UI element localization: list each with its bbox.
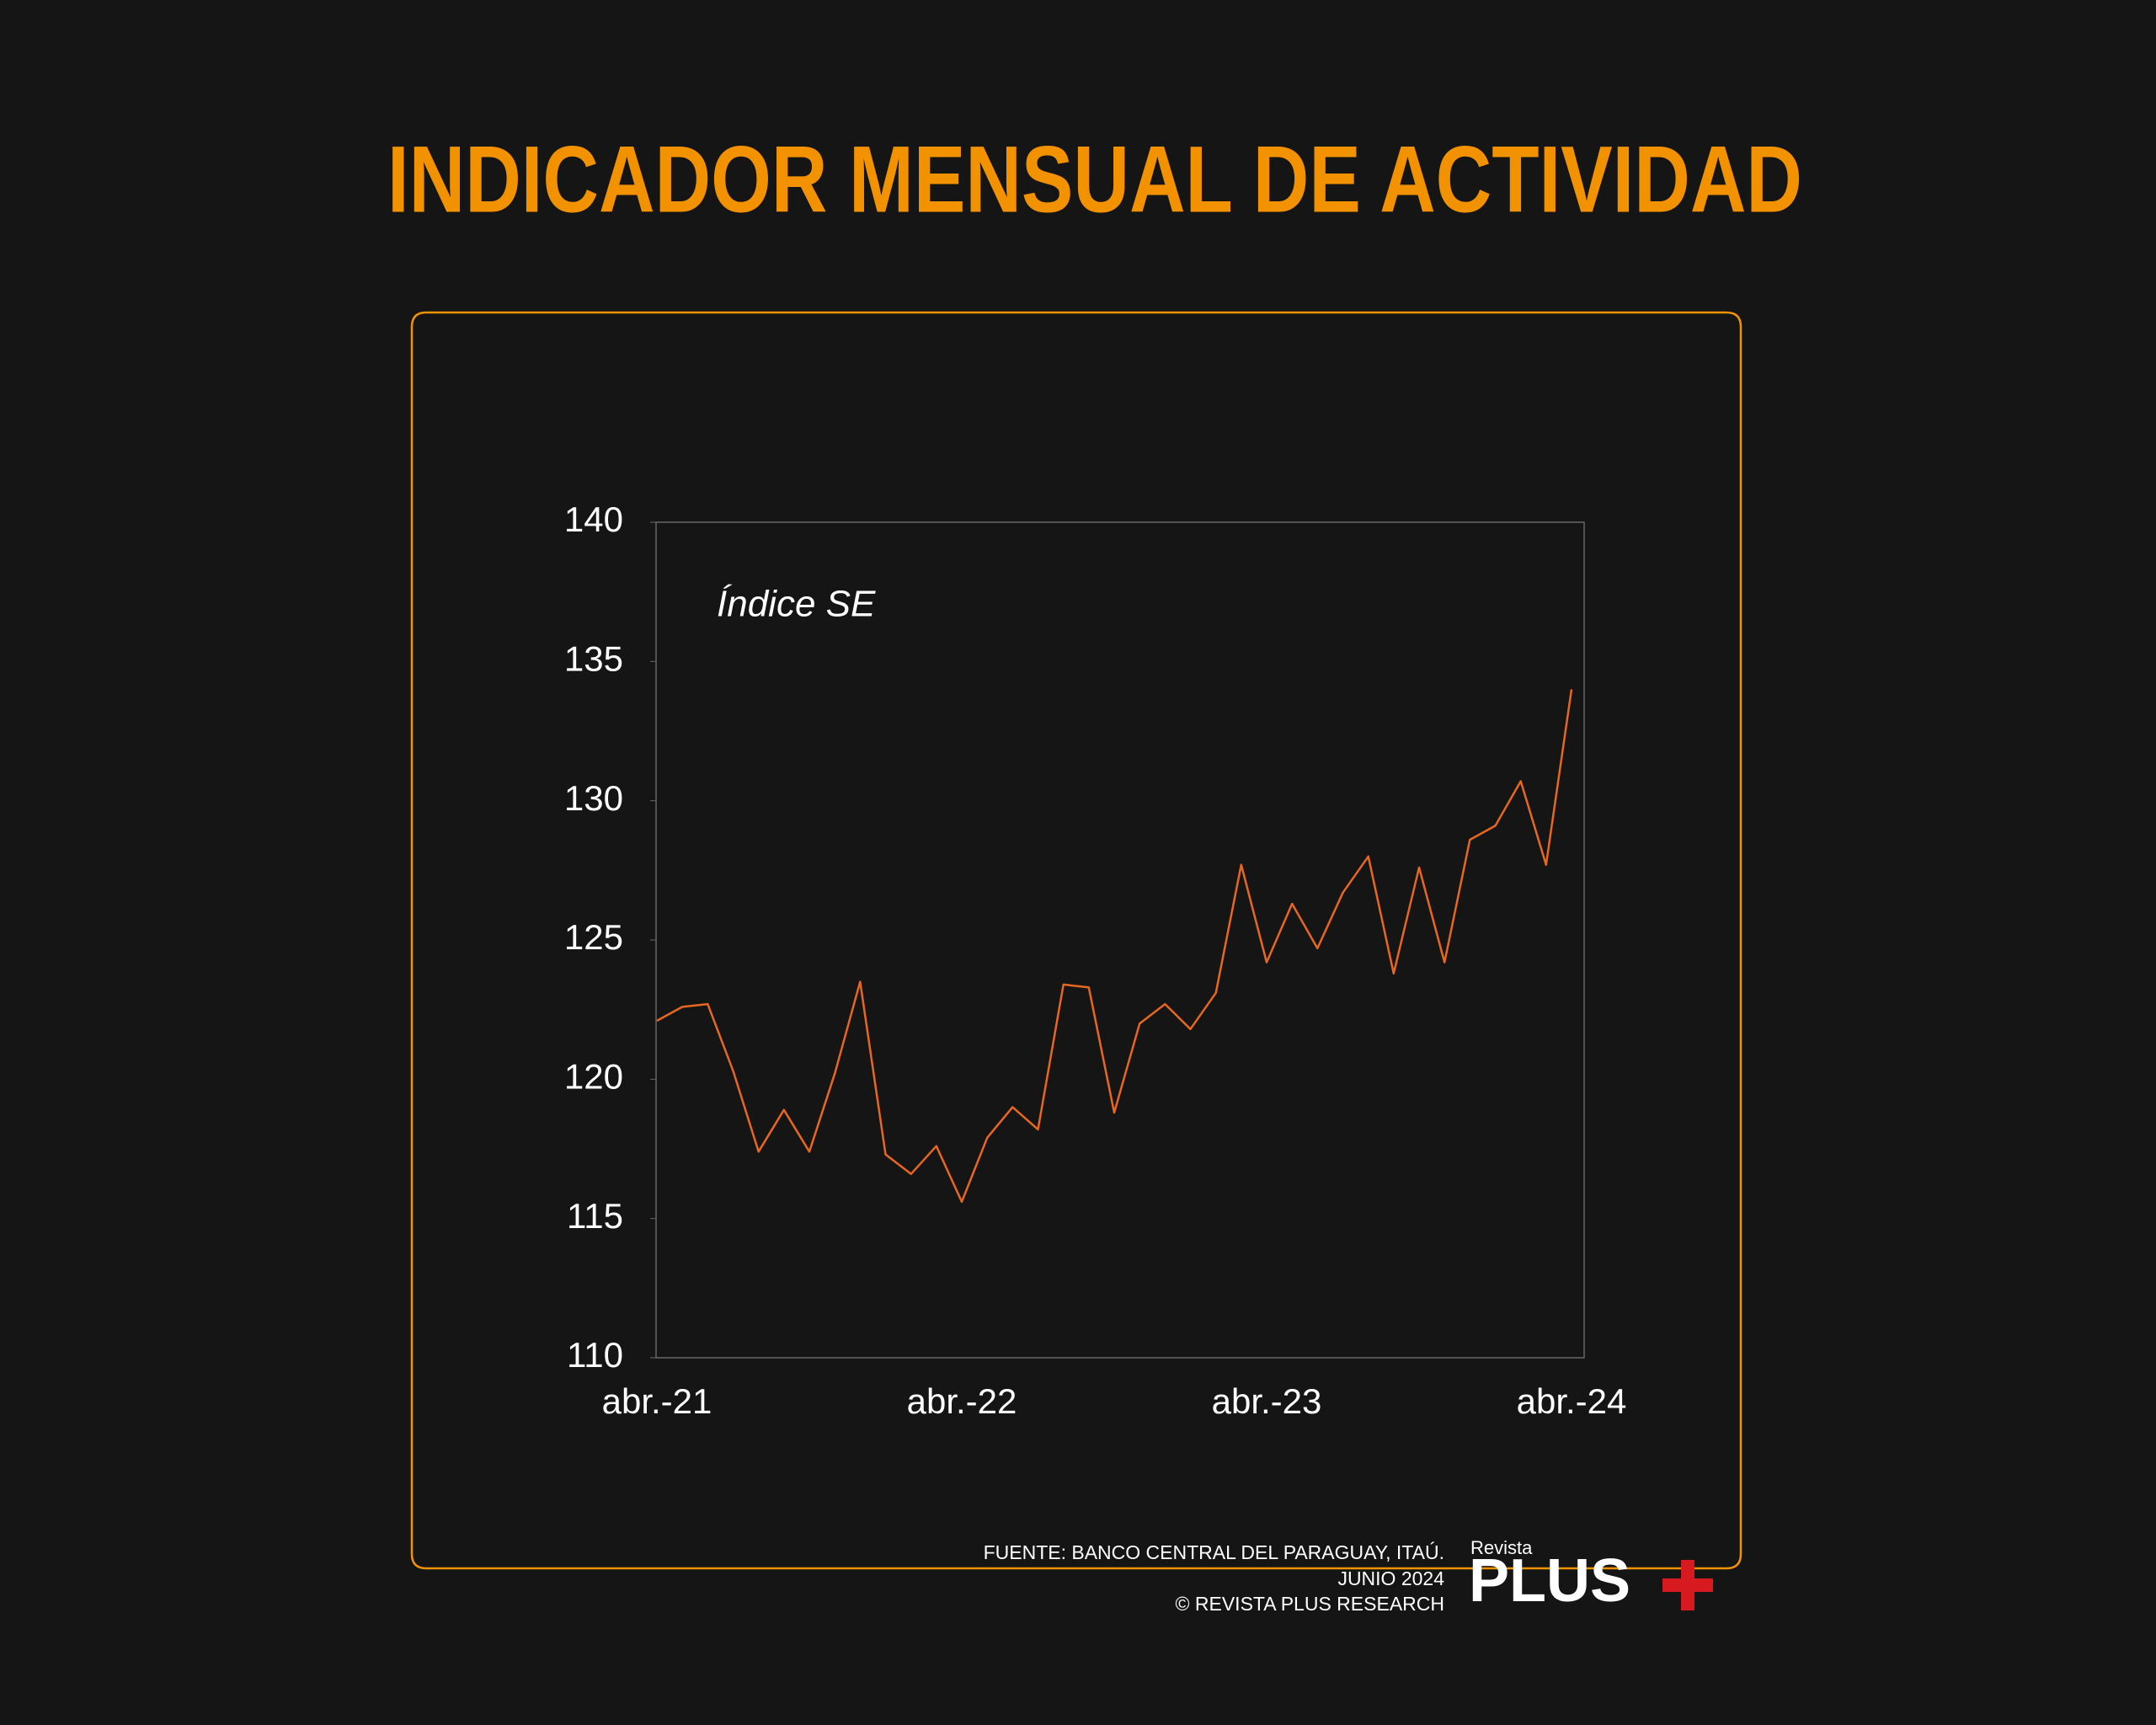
x-tick-label: abr.-22 <box>907 1381 1017 1421</box>
y-tick-label: 130 <box>564 778 623 818</box>
logo-small: Revista <box>1470 1537 1533 1558</box>
logo-plus <box>1662 1560 1713 1610</box>
y-tick-label: 125 <box>564 917 623 957</box>
y-tick-label: 110 <box>567 1335 623 1375</box>
series-line <box>656 689 1573 1204</box>
x-tick-label: abr.-23 <box>1212 1381 1322 1421</box>
y-tick-label: 140 <box>564 499 623 539</box>
plot-area <box>655 521 1585 1359</box>
chart-title: INDICADOR MENSUAL DE ACTIVIDAD <box>387 127 1802 232</box>
x-tick-label: abr.-24 <box>1517 1381 1627 1421</box>
frame <box>410 311 1742 1570</box>
source-line: FUENTE: BANCO CENTRAL DEL PARAGUAY, ITAÚ… <box>984 1541 1444 1563</box>
y-tick-label: 135 <box>564 638 623 678</box>
source-line: JUNIO 2024 <box>1337 1567 1444 1589</box>
logo-big: PLUS <box>1469 1547 1630 1615</box>
y-tick-label: 115 <box>567 1196 623 1236</box>
source-line: © REVISTA PLUS RESEARCH <box>1176 1593 1444 1615</box>
y-tick-label: 120 <box>564 1056 623 1096</box>
x-tick-label: abr.-21 <box>602 1381 712 1421</box>
annotation: Índice SE <box>717 584 876 625</box>
